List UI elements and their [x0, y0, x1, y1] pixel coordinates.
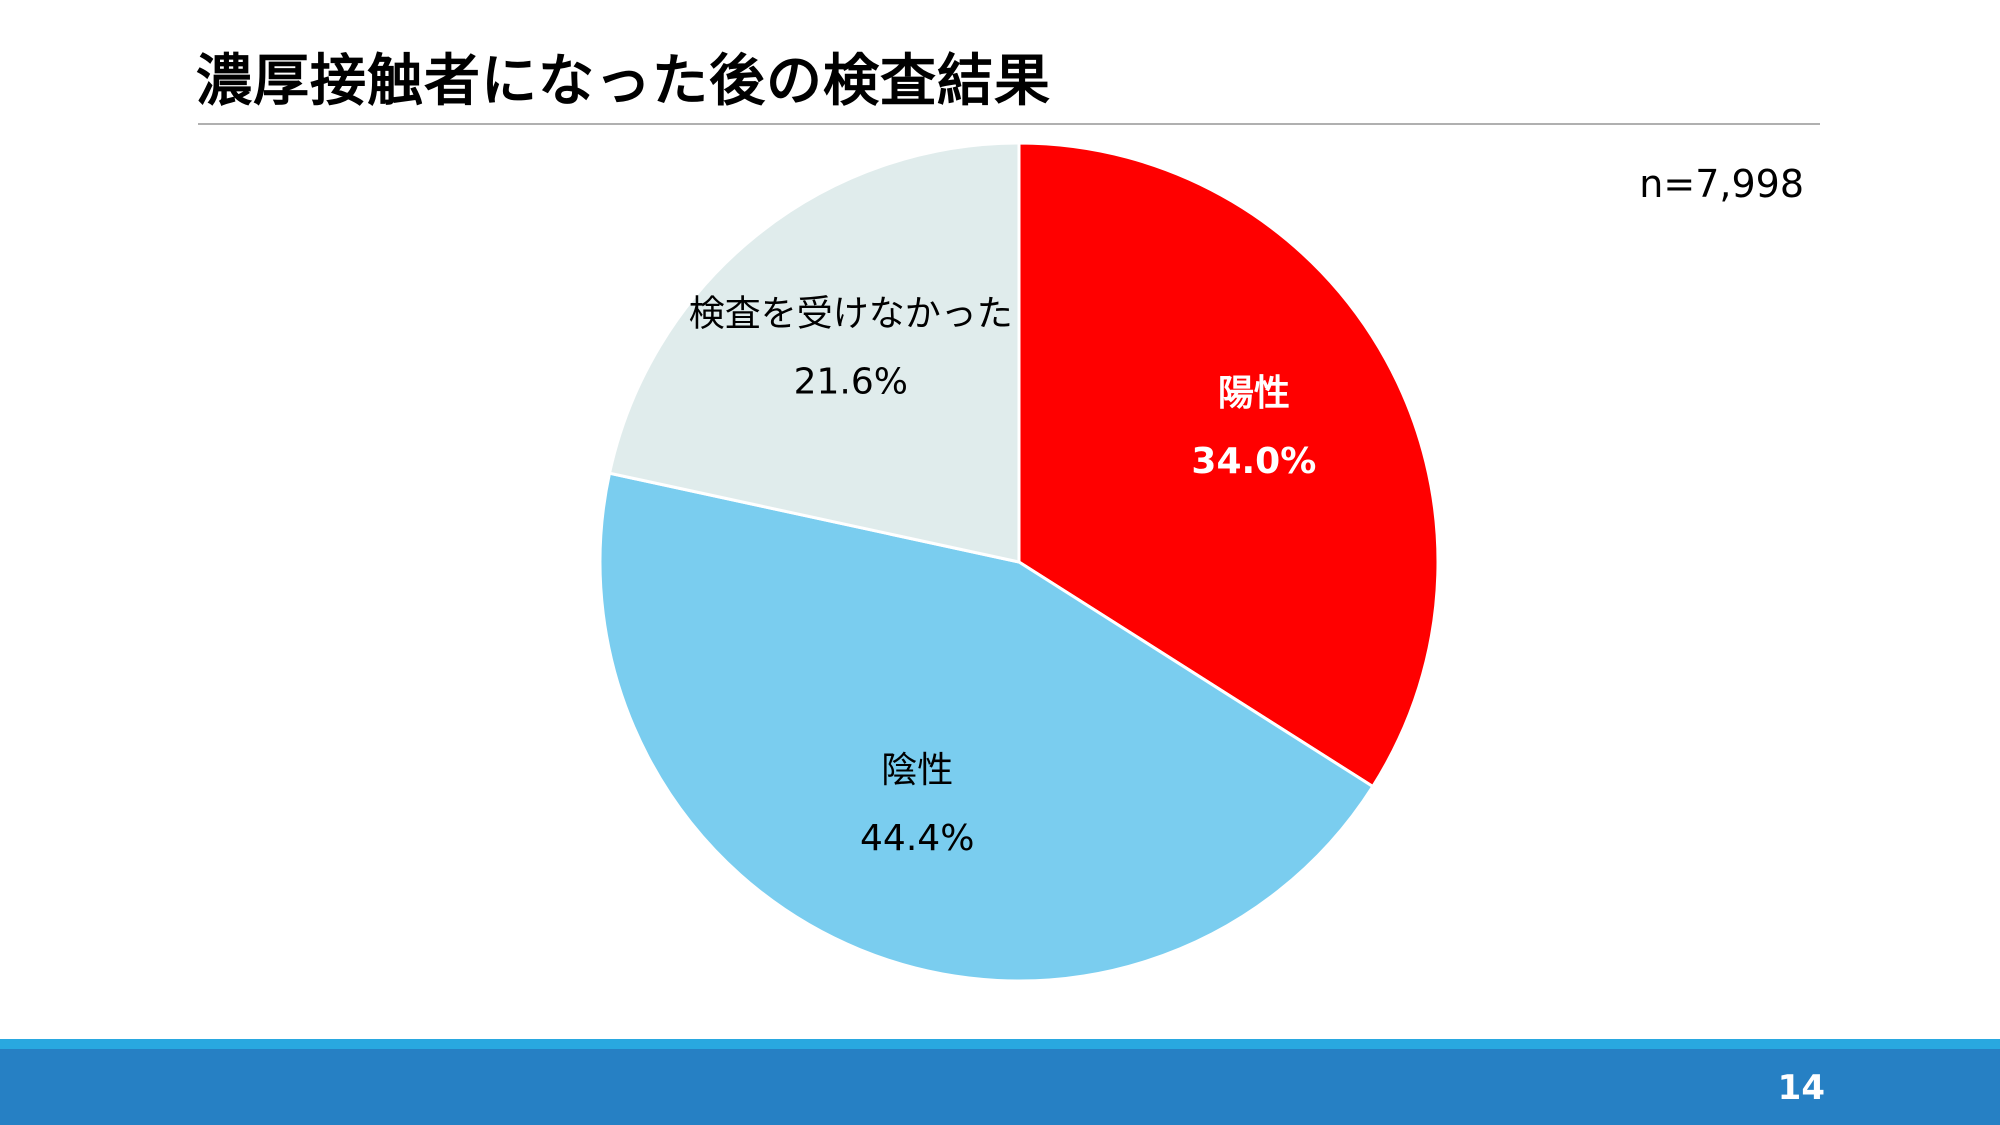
- slice-value-label-2: 44.4%: [860, 818, 974, 859]
- page-number: 14: [1777, 1068, 1825, 1108]
- slice-category-label-1: 陽性: [1218, 373, 1290, 414]
- footer-bar: [0, 1049, 2000, 1125]
- title-divider: [198, 123, 1820, 125]
- pie-slice-1: [1017, 141, 1440, 789]
- footer-accent-line: [0, 1039, 2000, 1049]
- slice-category-label-3: 検査を受けなかった: [689, 293, 1013, 334]
- pie-slice-3: [607, 141, 1021, 564]
- pie-slices: [598, 141, 1440, 983]
- slice-value-label-3: 21.6%: [794, 361, 908, 402]
- sample-size-label: n=7,998: [1639, 162, 1804, 206]
- slice-value-label-1: 34.0%: [1191, 441, 1316, 482]
- slide-title: 濃厚接触者になった後の検査結果: [196, 49, 1051, 114]
- slice-category-label-2: 陰性: [881, 750, 953, 791]
- pie-slice-2: [598, 471, 1375, 983]
- pie-labels: 陽性 34.0% 陰性 44.4% 検査を受けなかった 21.6%: [689, 293, 1317, 859]
